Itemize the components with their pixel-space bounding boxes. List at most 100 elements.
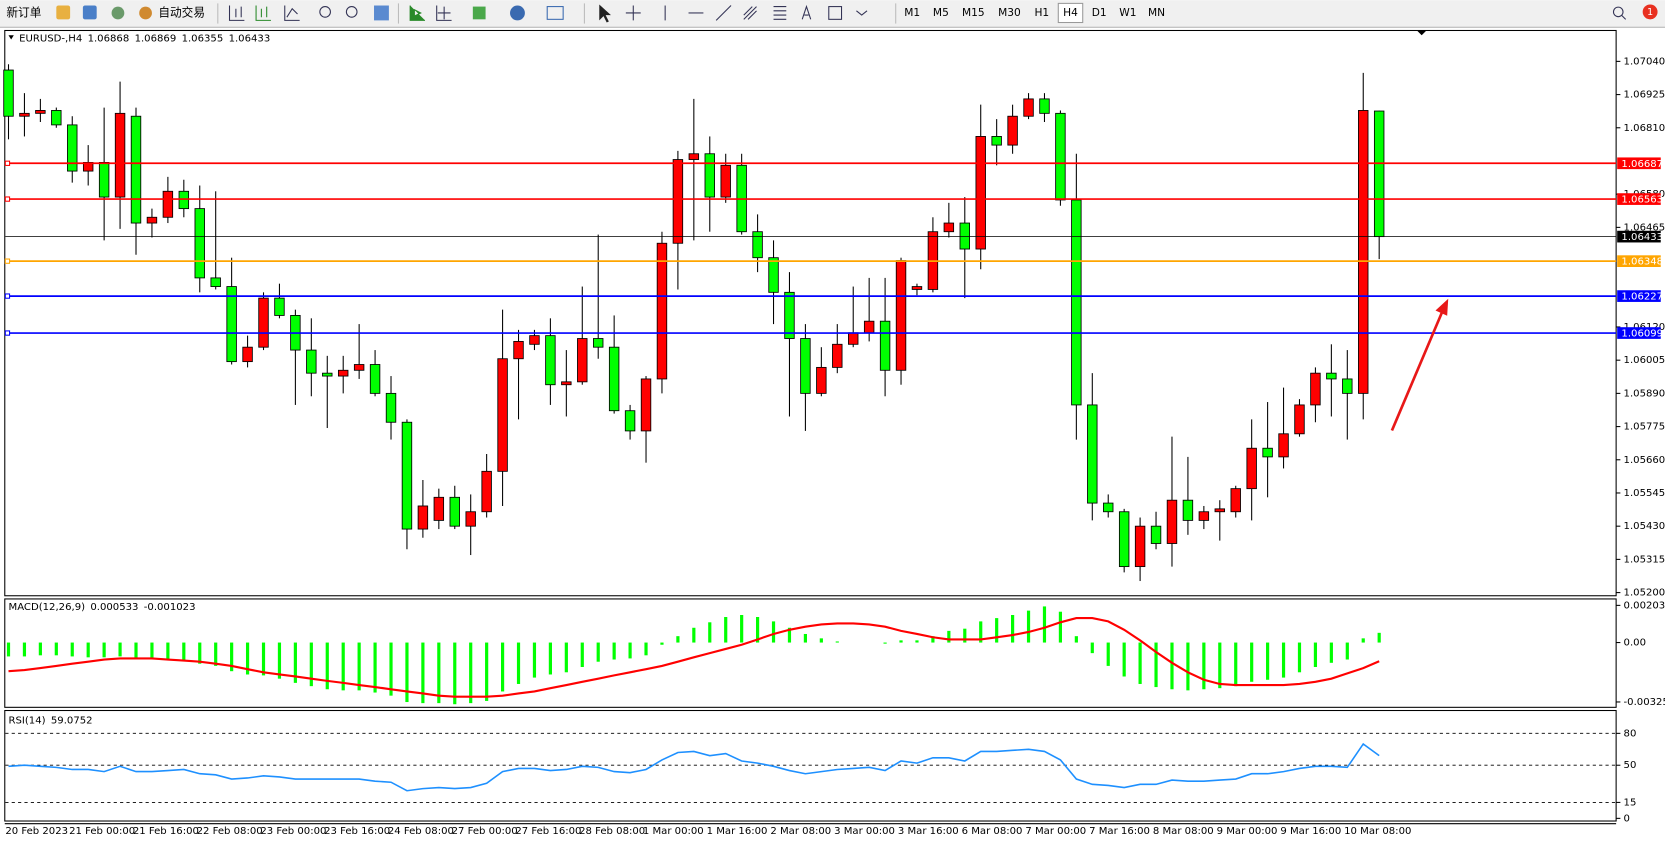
timeframe-button[interactable]: H1 <box>1034 6 1049 19</box>
icon[interactable] <box>56 5 71 20</box>
active-timeframe <box>1057 2 1084 24</box>
icon[interactable] <box>715 5 732 21</box>
icon[interactable] <box>828 6 843 20</box>
candle-body <box>1310 372 1321 406</box>
candle-body <box>991 136 1002 146</box>
icon[interactable] <box>472 6 486 20</box>
icon[interactable] <box>625 5 641 21</box>
candle-body <box>911 286 923 290</box>
y-tick-label: -0.003256 <box>1624 697 1665 708</box>
icon[interactable] <box>801 4 812 20</box>
shift-marker <box>1417 31 1426 36</box>
close-value: 1.06433 <box>229 33 271 44</box>
candle-body <box>1373 110 1385 238</box>
icon[interactable] <box>743 6 757 20</box>
high-value: 1.06869 <box>135 33 177 44</box>
x-tick-label: 6 Mar 08:00 <box>962 826 1023 837</box>
candle-body <box>975 136 986 250</box>
y-tick-label: 1.05890 <box>1624 388 1665 399</box>
timeframe-button[interactable]: M15 <box>962 6 985 19</box>
level-tag <box>1617 157 1661 170</box>
rsi-line <box>8 742 1380 792</box>
icon[interactable] <box>546 6 564 20</box>
candle-body <box>832 343 843 368</box>
bid-tag <box>1617 230 1661 243</box>
candle-body <box>577 338 588 383</box>
icon[interactable] <box>599 4 611 23</box>
timeframe-button[interactable]: M1 <box>904 6 920 19</box>
annotation-arrowhead <box>1435 298 1449 316</box>
icon[interactable] <box>856 10 868 16</box>
open-value: 1.06868 <box>88 33 130 44</box>
y-tick-label: 0 <box>1624 813 1630 824</box>
level-label: 1.06227 <box>1621 292 1663 303</box>
search-icon[interactable] <box>1621 14 1627 20</box>
level-anchor <box>4 330 11 336</box>
icon[interactable] <box>409 5 426 21</box>
candle-body <box>337 369 349 377</box>
candle-body <box>1118 511 1130 568</box>
icon[interactable] <box>374 5 389 21</box>
icon[interactable] <box>82 5 97 20</box>
candle-body <box>720 164 731 198</box>
timeframe-button[interactable]: M5 <box>933 6 949 19</box>
icon[interactable] <box>436 5 452 21</box>
candle-body <box>1039 98 1050 114</box>
candle-body <box>704 153 715 198</box>
y-tick-label: 1.05200 <box>1624 588 1665 599</box>
notification-badge[interactable] <box>1642 4 1658 20</box>
timeframe-button[interactable]: W1 <box>1119 6 1136 19</box>
candle-body <box>1071 199 1082 406</box>
x-tick-label: 24 Feb 08:00 <box>388 826 454 837</box>
candle-body <box>561 381 572 386</box>
y-tick-label: 1.05315 <box>1624 554 1665 565</box>
candle-body <box>3 69 14 117</box>
candle-body <box>1134 525 1146 568</box>
indicator-name: RSI(14) <box>9 716 46 727</box>
y-tick-label: 50 <box>1624 760 1637 771</box>
rsi-panel <box>4 709 1617 822</box>
icon[interactable] <box>345 6 358 18</box>
icon[interactable] <box>139 6 152 20</box>
candle-body <box>545 335 556 386</box>
icon[interactable] <box>228 5 245 21</box>
rsi-value: 59.0752 <box>51 716 93 727</box>
timeframe-button[interactable]: D1 <box>1092 6 1107 19</box>
candle-body <box>800 338 811 394</box>
level-tag <box>1617 290 1661 302</box>
candle-body <box>863 320 875 334</box>
candle-body <box>593 338 604 348</box>
icon[interactable] <box>773 6 787 20</box>
candle-body <box>306 349 317 374</box>
candle-body <box>51 110 62 126</box>
level-tag <box>1617 193 1661 205</box>
candle-body <box>959 222 970 250</box>
timeframe-button[interactable]: M30 <box>998 6 1021 19</box>
candle-body <box>433 496 445 521</box>
timeframe-button[interactable]: MN <box>1148 6 1165 19</box>
new-order-button[interactable]: 新订单 <box>6 5 41 19</box>
candle-body <box>417 505 429 530</box>
x-tick-label: 21 Feb 16:00 <box>133 826 199 837</box>
candle-body <box>624 410 636 432</box>
candle-body <box>35 110 46 114</box>
icon[interactable] <box>255 5 271 21</box>
y-tick-label: 1.05430 <box>1624 521 1665 532</box>
candle-body <box>1087 404 1098 504</box>
level-tag <box>1617 255 1661 267</box>
icon[interactable] <box>284 5 300 21</box>
candle-body <box>1358 110 1369 394</box>
icon[interactable] <box>111 6 125 20</box>
search-icon[interactable] <box>1612 6 1624 18</box>
auto-trading-button[interactable]: 自动交易 <box>158 5 205 19</box>
icon[interactable] <box>319 6 331 18</box>
level-label: 1.06687 <box>1621 159 1663 170</box>
candle-body <box>1182 499 1194 521</box>
level-anchor <box>4 293 11 299</box>
candle-body <box>322 372 333 377</box>
level-anchor <box>4 196 11 202</box>
candle-body <box>752 231 763 259</box>
timeframe-button[interactable]: H4 <box>1063 6 1078 19</box>
icon[interactable] <box>510 5 525 21</box>
candle-body <box>1103 502 1114 513</box>
